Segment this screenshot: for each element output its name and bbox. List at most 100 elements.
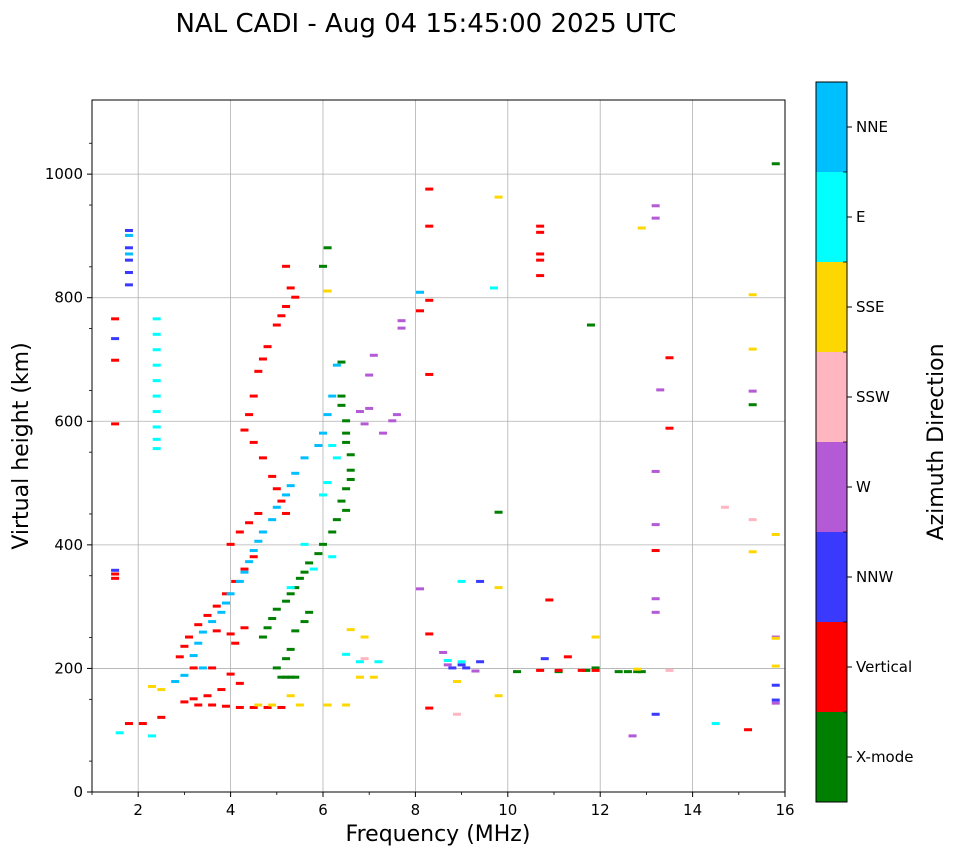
x-axis-label: Frequency (MHz) (346, 822, 531, 847)
data-point-e (355, 660, 364, 664)
data-point-e (152, 447, 161, 451)
data-point-x-mode (286, 675, 295, 679)
data-point-vertical (235, 705, 244, 709)
x-tick-label: 12 (591, 801, 610, 819)
data-point-sse (633, 667, 642, 671)
data-point-e (443, 659, 452, 663)
data-point-x-mode (286, 592, 295, 596)
colorbar-label-item: SSE (856, 298, 885, 316)
x-tick-label: 16 (775, 801, 794, 819)
data-point-x-mode (342, 419, 351, 423)
colorbar-label: Azimuth Direction (924, 343, 949, 540)
data-point-vertical (425, 372, 434, 376)
data-point-x-mode (300, 570, 309, 574)
data-point-vertical (180, 700, 189, 704)
data-point-nnw (124, 283, 133, 287)
data-point-nne (198, 666, 207, 670)
data-point-x-mode (323, 246, 332, 250)
data-point-nnw (111, 568, 120, 572)
data-point-x-mode (342, 487, 351, 491)
data-point-e (152, 410, 161, 414)
data-point-vertical (231, 579, 240, 583)
data-point-nne (300, 456, 309, 460)
data-point-w (416, 587, 425, 591)
data-point-w (397, 319, 406, 323)
data-point-vertical (277, 499, 286, 503)
data-point-vertical (111, 358, 120, 362)
data-point-vertical (217, 688, 226, 692)
data-point-vertical (277, 314, 286, 318)
data-point-e (328, 555, 337, 559)
data-point-vertical (536, 274, 545, 278)
data-point-vertical (277, 705, 286, 709)
data-point-vertical (536, 258, 545, 262)
data-point-vertical (111, 572, 120, 576)
data-point-e (457, 579, 466, 583)
data-point-x-mode (319, 542, 327, 546)
data-point-ssw (665, 668, 674, 672)
y-tick-label: 600 (54, 412, 83, 430)
data-point-x-mode (328, 530, 337, 534)
data-point-w (443, 663, 452, 667)
data-point-sse (494, 694, 503, 698)
data-point-x-mode (582, 668, 591, 672)
data-point-nne (171, 680, 180, 684)
data-point-sse (494, 195, 503, 199)
data-point-nne (180, 673, 189, 677)
data-point-e (323, 481, 332, 485)
data-point-vertical (240, 626, 249, 630)
data-point-sse (254, 703, 263, 707)
x-axis-ticks: 2 4 6 8 10 12 14 16 (91, 792, 795, 819)
data-point-w (771, 701, 780, 705)
grid-lines (92, 100, 785, 792)
colorbar-label-item: W (856, 478, 871, 496)
y-tick-label: 200 (54, 659, 83, 677)
data-point-nne (189, 654, 198, 658)
data-point-w (651, 523, 660, 527)
data-point-x-mode (291, 629, 300, 633)
data-point-nnw (124, 228, 133, 232)
data-point-vertical (212, 604, 221, 608)
colorbar-label-item: NNE (856, 118, 888, 136)
data-point-ssw (720, 505, 729, 509)
data-point-x-mode (346, 477, 355, 481)
data-point-vertical (282, 511, 291, 515)
data-point-vertical (254, 369, 263, 373)
data-point-x-mode (513, 670, 522, 674)
data-point-vertical (226, 542, 235, 546)
x-tick-label: 14 (683, 801, 702, 819)
data-point-x-mode (342, 440, 351, 444)
data-point-e (489, 286, 498, 290)
data-point-vertical (416, 309, 425, 313)
plot-frame (91, 99, 786, 793)
data-point-vertical (212, 629, 221, 633)
data-point-nne (328, 394, 337, 398)
data-point-sse (157, 688, 166, 692)
data-point-nnw (476, 579, 485, 583)
data-point-nne (221, 601, 230, 605)
data-point-sse (268, 703, 277, 707)
data-point-x-mode (263, 626, 272, 630)
data-point-nnw (457, 663, 466, 667)
data-point-ssw (748, 518, 757, 522)
data-point-sse (286, 694, 295, 698)
data-point-nne (268, 518, 277, 522)
data-point-nnw (124, 258, 133, 262)
data-point-e (300, 542, 309, 546)
data-point-x-mode (342, 508, 351, 512)
data-point-nne (245, 560, 254, 564)
data-point-vertical (203, 694, 212, 698)
y-tick-label: 400 (54, 536, 83, 554)
data-point-vertical (272, 487, 281, 491)
data-point-e (152, 379, 161, 383)
data-point-vertical (231, 641, 240, 645)
data-point-e (152, 425, 161, 429)
data-point-w (365, 406, 374, 410)
data-point-nne (319, 431, 327, 435)
data-point-e (286, 586, 295, 590)
data-point-w (369, 353, 378, 357)
data-point-vertical (425, 187, 434, 191)
data-point-vertical (111, 317, 120, 321)
data-point-x-mode (282, 675, 291, 679)
